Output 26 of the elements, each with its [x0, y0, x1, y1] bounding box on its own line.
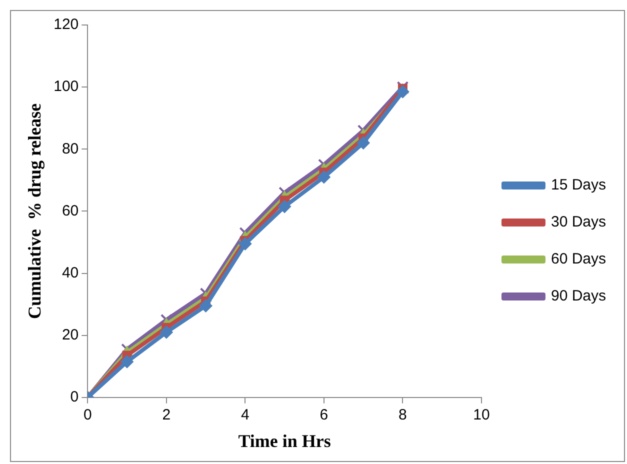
point: [278, 200, 292, 214]
y-tick-label: 120: [54, 16, 79, 34]
point: [238, 237, 252, 250]
legend-label: 90 Days: [550, 288, 606, 305]
legend-label: 15 Days: [550, 176, 606, 194]
y-tick-label: 80: [62, 140, 79, 158]
point: [120, 355, 134, 368]
x-tick-label: 8: [398, 406, 407, 424]
y-tick-label: 40: [62, 264, 79, 282]
point: [199, 299, 212, 312]
x-tick-label: 6: [320, 406, 328, 424]
y-tick-label: 100: [54, 78, 79, 96]
legend-label: 30 Days: [550, 214, 606, 231]
x-tick-label: 10: [473, 406, 490, 424]
point: [356, 136, 370, 150]
x-tick-label: 0: [83, 406, 92, 424]
x-tick-label: 2: [162, 406, 171, 424]
legend-label: 60 Days: [550, 250, 606, 268]
x-axis-title: Time in Hrs: [238, 430, 331, 451]
point: [317, 170, 330, 184]
y-tick-label: 60: [62, 202, 79, 220]
x-tick-label: 4: [240, 406, 250, 424]
y-tick-label: 0: [70, 388, 79, 406]
y-axis-title: Cumulative % drug release: [24, 103, 44, 320]
point: [160, 326, 173, 339]
y-tick-label: 20: [62, 326, 79, 344]
